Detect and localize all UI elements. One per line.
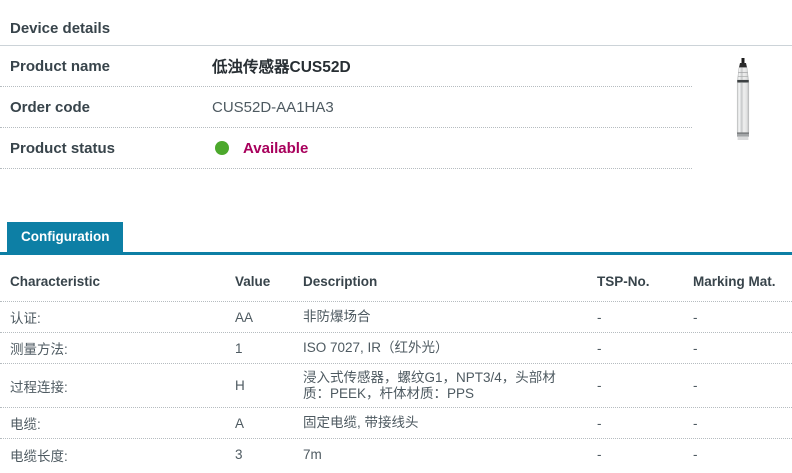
table-row: 电缆: A 固定电缆, 带接线头 - - xyxy=(0,408,792,439)
configuration-table: Characteristic Value Description TSP-No.… xyxy=(0,255,792,470)
cell-characteristic: 认证: xyxy=(10,311,41,326)
product-status-row: Product status Available xyxy=(0,128,692,169)
cell-value: 3 xyxy=(235,447,243,462)
product-name-label: Product name xyxy=(10,57,111,75)
cell-description: 非防爆场合 xyxy=(303,309,371,325)
cell-characteristic: 测量方法: xyxy=(10,342,68,357)
tab-underline xyxy=(0,252,792,255)
status-badge: Available xyxy=(212,140,308,157)
col-header-marking: Marking Mat. xyxy=(693,274,776,289)
cell-value: A xyxy=(235,415,245,431)
cell-tsp: - xyxy=(597,447,602,462)
cell-description: ISO 7027, IR（红外光） xyxy=(303,340,449,356)
cell-value: H xyxy=(235,378,245,393)
tab-configuration[interactable]: Configuration xyxy=(7,222,124,252)
cell-value: AA xyxy=(235,309,254,325)
cell-tsp: - xyxy=(597,309,602,325)
col-header-tsp: TSP-No. xyxy=(597,274,650,289)
cell-characteristic: 电缆: xyxy=(10,417,41,432)
cell-characteristic: 过程连接: xyxy=(10,379,68,395)
device-details-heading: Device details xyxy=(0,20,792,46)
device-details-section: Product name 低浊传感器CUS52D Order code CUS5… xyxy=(0,46,692,169)
cell-marking: - xyxy=(693,340,698,356)
product-status-value: Available xyxy=(243,139,309,157)
col-header-value: Value xyxy=(235,274,271,289)
table-row: 电缆长度: 3 7m - - xyxy=(0,439,792,470)
product-name-value: 低浊传感器CUS52D xyxy=(212,59,351,76)
table-row: 测量方法: 1 ISO 7027, IR（红外光） - - xyxy=(0,333,792,364)
sensor-probe-illustration xyxy=(736,58,750,140)
product-status-label: Product status xyxy=(10,139,116,157)
cell-description: 浸入式传感器，螺纹G1，NPT3/4，头部材质：PEEK，杆体材质：PPS xyxy=(303,370,556,401)
tab-bar: Configuration xyxy=(0,222,792,252)
cell-characteristic: 电缆长度: xyxy=(10,448,68,464)
col-header-description: Description xyxy=(303,274,378,289)
col-header-characteristic: Characteristic xyxy=(10,274,101,289)
cell-description: 7m xyxy=(303,446,322,462)
cell-tsp: - xyxy=(597,378,602,393)
order-code-label: Order code xyxy=(10,98,91,116)
cell-tsp: - xyxy=(597,340,602,356)
cell-value: 1 xyxy=(235,340,243,356)
cell-marking: - xyxy=(693,447,698,462)
status-available-dot-icon xyxy=(215,141,229,155)
order-code-value: CUS52D-AA1HA3 xyxy=(212,98,334,116)
cell-description: 固定电缆, 带接线头 xyxy=(303,415,419,431)
cell-marking: - xyxy=(693,415,698,431)
cell-tsp: - xyxy=(597,415,602,431)
product-name-row: Product name 低浊传感器CUS52D xyxy=(0,46,692,87)
order-code-row: Order code CUS52D-AA1HA3 xyxy=(0,87,692,128)
cell-marking: - xyxy=(693,309,698,325)
table-header-row: Characteristic Value Description TSP-No.… xyxy=(0,255,792,302)
cell-marking: - xyxy=(693,378,698,393)
table-row: 认证: AA 非防爆场合 - - xyxy=(0,302,792,333)
table-row: 过程连接: H 浸入式传感器，螺纹G1，NPT3/4，头部材质：PEEK，杆体材… xyxy=(0,364,792,408)
product-image xyxy=(734,58,752,147)
